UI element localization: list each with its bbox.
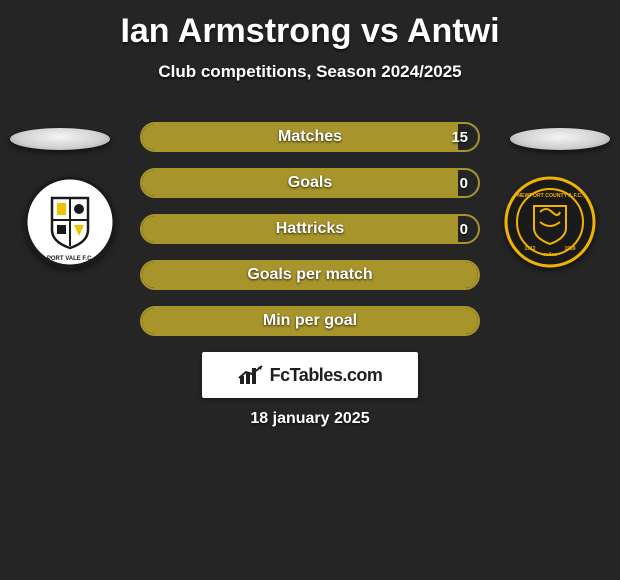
stat-bar: Hattricks0 xyxy=(140,214,480,244)
page-subtitle: Club competitions, Season 2024/2025 xyxy=(0,62,620,82)
stat-bar-label: Goals per match xyxy=(142,262,478,288)
stat-bar-value-right: 0 xyxy=(460,216,468,242)
stat-bar: Matches15 xyxy=(140,122,480,152)
stat-bar-label: Matches xyxy=(142,124,478,150)
stat-bar-label: Min per goal xyxy=(142,308,478,334)
brand-text: FcTables.com xyxy=(270,365,383,386)
page-title: Ian Armstrong vs Antwi xyxy=(0,12,620,51)
svg-text:1989: 1989 xyxy=(564,246,575,252)
player-left-avatar-placeholder xyxy=(10,128,110,150)
club-badge-left: PORT VALE F.C. xyxy=(24,176,116,268)
infographic-date: 18 january 2025 xyxy=(0,410,620,428)
stat-bar-label: Hattricks xyxy=(142,216,478,242)
stats-bars: Matches15Goals0Hattricks0Goals per match… xyxy=(140,122,480,352)
infographic-container: Ian Armstrong vs Antwi Club competitions… xyxy=(0,0,620,580)
player-right-avatar-placeholder xyxy=(510,128,610,150)
svg-text:exiles: exiles xyxy=(543,252,557,258)
brand-box: FcTables.com xyxy=(202,352,418,398)
stat-bar: Goals0 xyxy=(140,168,480,198)
port-vale-badge-icon: PORT VALE F.C. xyxy=(24,176,116,268)
stat-bar-value-right: 0 xyxy=(460,170,468,196)
stat-bar-value-right: 15 xyxy=(451,124,468,150)
stat-bar-label: Goals xyxy=(142,170,478,196)
stat-bar: Min per goal xyxy=(140,306,480,336)
svg-text:NEWPORT COUNTY A.F.C.: NEWPORT COUNTY A.F.C. xyxy=(517,193,583,199)
stat-bar: Goals per match xyxy=(140,260,480,290)
svg-text:1912: 1912 xyxy=(524,246,535,252)
svg-text:PORT VALE F.C.: PORT VALE F.C. xyxy=(47,256,94,262)
bar-chart-icon xyxy=(238,364,264,386)
club-badge-right: NEWPORT COUNTY A.F.C. 1912 1989 exiles xyxy=(504,176,596,268)
newport-county-badge-icon: NEWPORT COUNTY A.F.C. 1912 1989 exiles xyxy=(504,176,596,268)
